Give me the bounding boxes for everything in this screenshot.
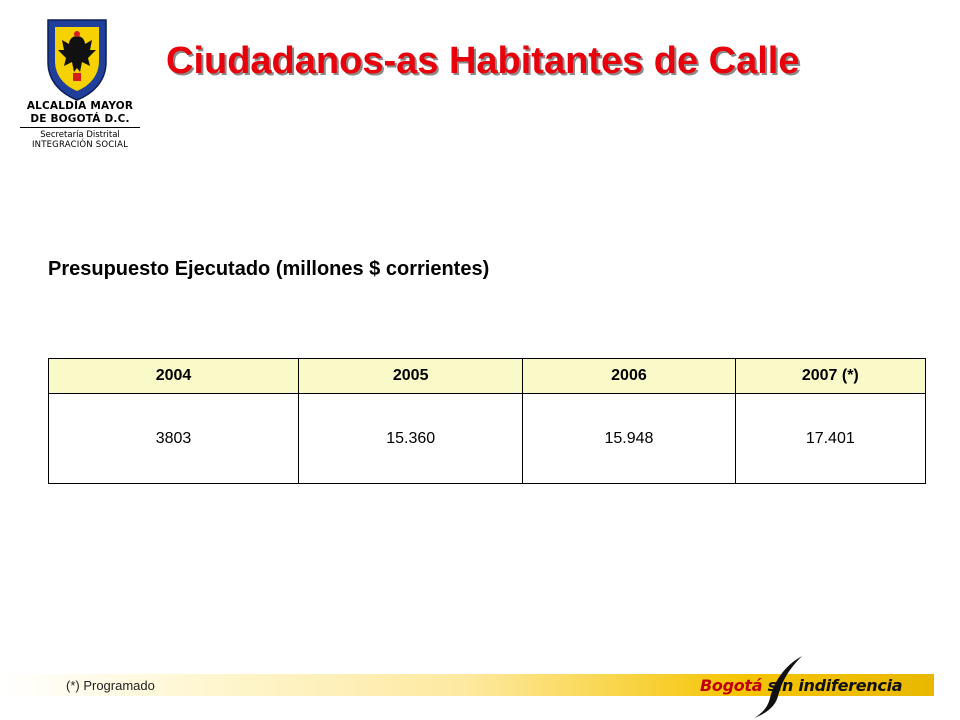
- footer-band: [0, 674, 934, 696]
- table-header-row: 2004 2005 2006 2007 (*): [47, 358, 927, 394]
- page-title: Ciudadanos-as Habitantes de Calle: [166, 40, 800, 82]
- header-cell-2007: 2007 (*): [734, 358, 927, 394]
- swoosh-icon: [754, 656, 802, 718]
- coat-of-arms-icon: [47, 19, 107, 101]
- logo-line-integracion: INTEGRACIÓN SOCIAL: [31, 140, 129, 150]
- value-cell-2007: 17.401: [734, 393, 927, 484]
- logo-line-alcaldia: ALCALDÍA MAYOR: [26, 100, 134, 112]
- header-cell-2004: 2004: [47, 358, 300, 394]
- brand-bogota: Bogotá: [700, 676, 763, 695]
- logo-line-bogota: DE BOGOTÁ D.C.: [30, 113, 130, 125]
- value-cell-2006: 15.948: [522, 393, 736, 484]
- value-cell-2004: 3803: [47, 393, 300, 484]
- table-caption: Presupuesto Ejecutado (millones $ corrie…: [48, 258, 490, 280]
- header-cell-2005: 2005: [298, 358, 524, 394]
- logo-divider: [20, 127, 140, 128]
- value-cell-2005: 15.360: [298, 393, 524, 484]
- logo-line-secretaria: Secretaría Distrital: [40, 130, 120, 140]
- brand-slogan: Bogotá sin indiferencia: [700, 676, 903, 695]
- brand-sin-indiferencia: sin indiferencia: [767, 676, 903, 695]
- budget-table: 2004 2005 2006 2007 (*) 3803 15.360 15.9…: [47, 358, 927, 484]
- district-logo: ALCALDÍA MAYOR DE BOGOTÁ D.C. Secretaría…: [18, 16, 142, 152]
- footnote: (*) Programado: [66, 678, 155, 693]
- header-cell-2006: 2006: [522, 358, 736, 394]
- table-row: 3803 15.360 15.948 17.401: [47, 393, 927, 484]
